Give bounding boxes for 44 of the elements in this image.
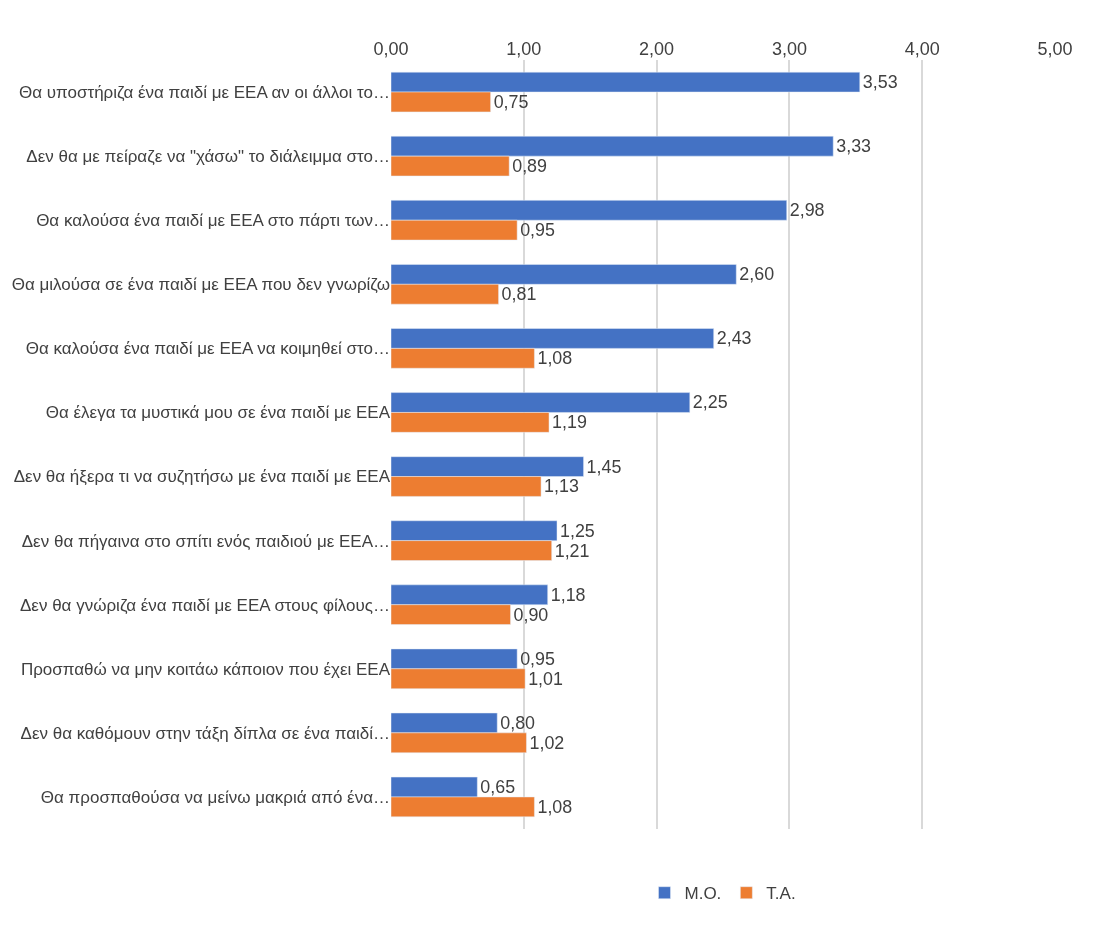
y-tick-label: Θα υποστήριζα ένα παιδί με ΕΕΑ αν οι άλλοι το… bbox=[18, 82, 390, 102]
data-label: 0,95 bbox=[520, 220, 555, 241]
legend-label: Μ.Ο. bbox=[684, 884, 722, 904]
data-label: 1,25 bbox=[560, 520, 595, 541]
y-tick-label: Θα έλεγα τα μυστικά μου σε ένα παιδί με ΕΕΑ bbox=[45, 403, 391, 423]
data-label: 1,21 bbox=[554, 540, 590, 561]
data-label: 1,13 bbox=[544, 476, 579, 497]
x-tick-label: 4,00 bbox=[904, 39, 940, 60]
data-label: 0,75 bbox=[493, 91, 529, 112]
y-tick-label: Προσπαθώ να μην κοιτάω κάποιον που έχει ΕΕΑ bbox=[20, 659, 391, 679]
data-label: 1,18 bbox=[550, 584, 586, 605]
data-label: 0,81 bbox=[501, 284, 537, 305]
data-label: 1,08 bbox=[537, 796, 573, 817]
data-label: 1,02 bbox=[529, 732, 565, 753]
y-tick-label: Δεν θα πήγαινα στο σπίτι ενός παιδιού με ΕΕΑ… bbox=[21, 531, 390, 551]
data-label: 0,90 bbox=[513, 604, 549, 625]
y-tick-label: Δεν θα γνώριζα ένα παιδί με ΕΕΑ στους φίλους… bbox=[20, 595, 390, 615]
legend-label: Τ.Α. bbox=[766, 884, 796, 904]
y-tick-label: Θα προσπαθούσα να μείνω μακριά από ένα… bbox=[40, 787, 390, 807]
data-label: 2,98 bbox=[789, 200, 825, 221]
data-label: 0,89 bbox=[512, 156, 548, 177]
data-label: 3,53 bbox=[862, 72, 898, 93]
data-label: 1,01 bbox=[528, 668, 563, 689]
data-label: 2,43 bbox=[716, 328, 752, 349]
x-tick-label: 2,00 bbox=[639, 39, 675, 60]
y-tick-label: Θα μιλούσα σε ένα παιδί με ΕΕΑ που δεν γνωρίζω bbox=[11, 275, 390, 295]
x-tick-label: 5,00 bbox=[1037, 39, 1073, 60]
data-label: 1,45 bbox=[586, 456, 622, 477]
x-tick-label: 0,00 bbox=[373, 39, 409, 60]
y-tick-label: Δεν θα καθόμουν στην τάξη δίπλα σε ένα παιδί… bbox=[20, 723, 390, 743]
y-tick-label: Δεν θα με πείραζε να "χάσω" το διάλειμμα στο… bbox=[26, 147, 390, 167]
data-label: 0,80 bbox=[500, 712, 536, 733]
data-label: 1,08 bbox=[537, 348, 573, 369]
data-label: 0,95 bbox=[520, 648, 555, 669]
data-label: 1,19 bbox=[552, 412, 587, 433]
x-tick-label: 1,00 bbox=[506, 39, 542, 60]
y-tick-label: Δεν θα ήξερα τι να συζητήσω με ένα παιδί με ΕΕΑ bbox=[13, 467, 391, 487]
data-label: 2,60 bbox=[739, 264, 775, 285]
y-tick-label: Θα καλούσα ένα παιδί με ΕΕΑ στο πάρτι των… bbox=[36, 211, 390, 231]
data-label: 0,65 bbox=[480, 776, 516, 797]
y-tick-label: Θα καλούσα ένα παιδί με ΕΕΑ να κοιμηθεί στο… bbox=[25, 339, 390, 359]
x-tick-label: 3,00 bbox=[771, 39, 807, 60]
data-label: 2,25 bbox=[692, 392, 728, 413]
data-label: 3,33 bbox=[836, 136, 872, 157]
